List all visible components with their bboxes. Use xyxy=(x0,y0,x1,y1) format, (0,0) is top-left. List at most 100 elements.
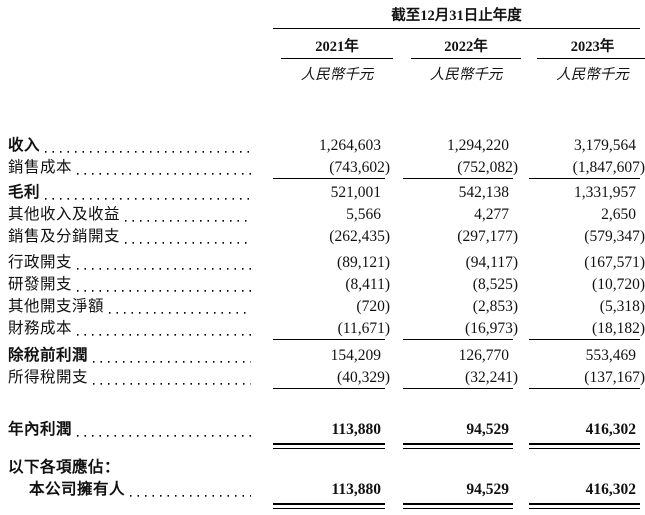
value-2023: (167,571) xyxy=(584,254,645,271)
header-spacer xyxy=(8,66,273,84)
dot-leader xyxy=(93,345,251,367)
value-2023: (10,720) xyxy=(592,276,645,293)
row-label: 銷售成本 xyxy=(8,159,73,176)
value-2021: 1,264,603 xyxy=(319,137,381,154)
value-2023: 3,179,564 xyxy=(574,137,636,154)
value-2021: (720) xyxy=(356,298,390,315)
dot-leader xyxy=(77,274,251,296)
row-label-cell: 銷售成本 xyxy=(8,157,265,179)
value-2022 xyxy=(403,457,513,479)
row-label: 銷售及分銷開支 xyxy=(8,228,121,245)
dot-leader xyxy=(77,419,251,441)
row-label: 其他開支淨額 xyxy=(8,298,105,315)
table-row: 除稅前利潤 154,209 126,770 553,469 xyxy=(8,345,640,367)
row-label: 收入 xyxy=(8,137,41,154)
dot-leader xyxy=(125,226,251,248)
table-row: 財務成本 (11,671) (16,973) (18,182) xyxy=(8,318,645,340)
unit-label: 人民幣千元 xyxy=(429,67,503,83)
table-row: 年內利潤 113,880 94,529 416,302 xyxy=(8,419,640,449)
value-2021: 113,880 xyxy=(273,419,385,449)
table-row: 收入 1,264,603 1,294,220 3,179,564 xyxy=(8,135,640,157)
column-header-2022: 2022年 xyxy=(411,38,521,59)
row-label: 行政開支 xyxy=(8,254,73,271)
value-2022: 126,770 xyxy=(458,347,509,364)
year-columns-row: 2021年 2022年 2023年 xyxy=(8,38,645,59)
table-row: 其他開支淨額 (720) (2,853) (5,318) xyxy=(8,296,645,318)
row-label-cell: 銷售及分銷開支 xyxy=(8,226,265,248)
table-row: 毛利 521,001 542,138 1,331,957 xyxy=(8,182,640,204)
dot-leader xyxy=(109,296,251,318)
column-header-2023: 2023年 xyxy=(537,38,645,59)
value-2022: (2,853) xyxy=(472,298,518,315)
value-2022: (297,177) xyxy=(457,228,518,245)
value-2022: 1,294,220 xyxy=(447,137,509,154)
row-label-cell: 除稅前利潤 xyxy=(8,345,265,367)
table-row: 行政開支 (89,121) (94,117) (167,571) xyxy=(8,252,645,274)
value-2022: (32,241) xyxy=(403,367,518,389)
table-row: 以下各項應佔： xyxy=(8,457,640,479)
dot-leader xyxy=(77,318,251,340)
row-label-cell: 其他開支淨額 xyxy=(8,296,265,318)
value-2021 xyxy=(273,457,385,479)
row-label: 其他收入及收益 xyxy=(8,206,121,223)
value-2021: (89,121) xyxy=(337,254,390,271)
row-label: 毛利 xyxy=(8,184,41,201)
row-label-cell: 本公司擁有人 xyxy=(8,479,265,501)
dot-leader xyxy=(130,479,251,501)
dot-leader xyxy=(45,182,251,204)
unit-label: 人民幣千元 xyxy=(556,67,629,83)
dot-leader xyxy=(125,204,251,226)
row-label-cell: 研發開支 xyxy=(8,274,265,296)
row-label: 除稅前利潤 xyxy=(8,347,89,364)
value-2022: 542,138 xyxy=(458,184,509,201)
row-label: 本公司擁有人 xyxy=(29,481,126,498)
dot-leader xyxy=(77,252,251,274)
header-spacer xyxy=(8,38,273,59)
value-2022: (8,525) xyxy=(472,276,518,293)
value-2023: 416,302 xyxy=(529,419,640,449)
table-row: 所得稅開支 (40,329) (32,241) (137,167) xyxy=(8,367,645,389)
value-2021: (11,671) xyxy=(273,318,390,340)
value-2023: (5,318) xyxy=(599,298,645,315)
row-label: 年內利潤 xyxy=(8,421,73,438)
period-header-row: 截至12月31日止年度 xyxy=(8,7,640,29)
value-2023: 553,469 xyxy=(585,347,636,364)
dot-leader xyxy=(93,367,251,389)
value-2023: (137,167) xyxy=(529,367,645,389)
value-2021: 113,880 xyxy=(273,479,385,509)
row-label-cell: 毛利 xyxy=(8,182,265,204)
table-row: 銷售及分銷開支 (262,435) (297,177) (579,347) xyxy=(8,226,645,248)
value-2022: 94,529 xyxy=(403,419,513,449)
row-label-cell: 年內利潤 xyxy=(8,419,265,441)
row-label-cell: 以下各項應佔： xyxy=(8,457,265,479)
row-label-cell: 行政開支 xyxy=(8,252,265,274)
row-label-cell: 所得稅開支 xyxy=(8,367,265,389)
value-2023: (1,847,607) xyxy=(529,157,645,179)
dot-leader xyxy=(77,157,251,179)
value-2021: 154,209 xyxy=(330,347,381,364)
header-spacer xyxy=(8,7,273,29)
value-2023: 416,302 xyxy=(529,479,640,509)
row-label-cell: 其他收入及收益 xyxy=(8,204,265,226)
row-label-cell: 收入 xyxy=(8,135,265,157)
value-2023: 1,331,957 xyxy=(574,184,636,201)
value-2022: 4,277 xyxy=(474,206,509,223)
table-row: 銷售成本 (743,602) (752,082) (1,847,607) xyxy=(8,157,645,179)
row-label: 財務成本 xyxy=(8,320,73,337)
value-2021: (262,435) xyxy=(329,228,390,245)
row-label: 以下各項應佔： xyxy=(8,459,121,476)
value-2021: 521,001 xyxy=(330,184,381,201)
value-2022: (752,082) xyxy=(403,157,518,179)
value-2021: 5,566 xyxy=(346,206,381,223)
value-2023: (18,182) xyxy=(529,318,645,340)
units-row: 人民幣千元 人民幣千元 人民幣千元 xyxy=(8,66,640,84)
value-2022: (16,973) xyxy=(403,318,518,340)
dot-leader xyxy=(45,135,251,157)
value-2023: 2,650 xyxy=(601,206,636,223)
table-row: 其他收入及收益 5,566 4,277 2,650 xyxy=(8,204,640,226)
value-2022: (94,117) xyxy=(465,254,518,271)
row-label: 研發開支 xyxy=(8,276,73,293)
value-2023 xyxy=(529,457,640,479)
table-row: 本公司擁有人 113,880 94,529 416,302 xyxy=(8,479,640,509)
